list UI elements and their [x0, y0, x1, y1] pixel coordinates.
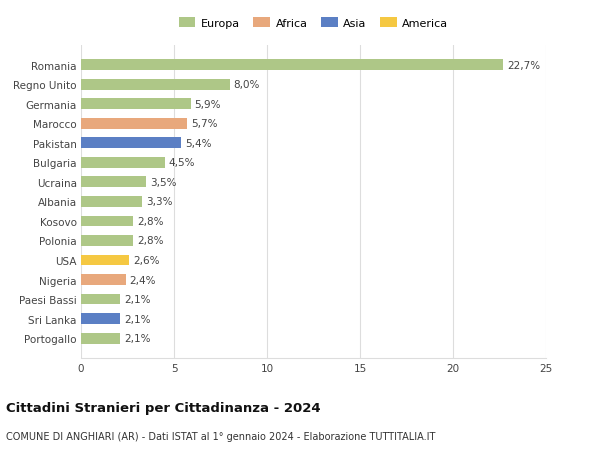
- Text: 2,1%: 2,1%: [124, 334, 150, 343]
- Legend: Europa, Africa, Asia, America: Europa, Africa, Asia, America: [174, 14, 453, 34]
- Bar: [81, 255, 130, 266]
- Text: 8,0%: 8,0%: [233, 80, 260, 90]
- Bar: [81, 313, 120, 325]
- Bar: [81, 60, 503, 71]
- Text: 5,9%: 5,9%: [194, 100, 221, 109]
- Text: 4,5%: 4,5%: [169, 158, 195, 168]
- Text: 5,7%: 5,7%: [191, 119, 217, 129]
- Text: 2,6%: 2,6%: [133, 256, 160, 265]
- Text: COMUNE DI ANGHIARI (AR) - Dati ISTAT al 1° gennaio 2024 - Elaborazione TUTTITALI: COMUNE DI ANGHIARI (AR) - Dati ISTAT al …: [6, 431, 436, 442]
- Text: 2,4%: 2,4%: [130, 275, 156, 285]
- Text: 5,4%: 5,4%: [185, 139, 212, 148]
- Text: 2,1%: 2,1%: [124, 295, 150, 304]
- Bar: [81, 177, 146, 188]
- Text: 3,5%: 3,5%: [150, 178, 176, 187]
- Text: 2,1%: 2,1%: [124, 314, 150, 324]
- Bar: [81, 79, 230, 90]
- Bar: [81, 274, 125, 285]
- Text: 22,7%: 22,7%: [507, 61, 540, 70]
- Text: Cittadini Stranieri per Cittadinanza - 2024: Cittadini Stranieri per Cittadinanza - 2…: [6, 402, 320, 414]
- Text: 2,8%: 2,8%: [137, 217, 163, 226]
- Bar: [81, 196, 142, 207]
- Bar: [81, 216, 133, 227]
- Bar: [81, 157, 164, 168]
- Bar: [81, 138, 181, 149]
- Text: 2,8%: 2,8%: [137, 236, 163, 246]
- Bar: [81, 294, 120, 305]
- Bar: [81, 99, 191, 110]
- Text: 3,3%: 3,3%: [146, 197, 173, 207]
- Bar: [81, 235, 133, 246]
- Bar: [81, 118, 187, 129]
- Bar: [81, 333, 120, 344]
